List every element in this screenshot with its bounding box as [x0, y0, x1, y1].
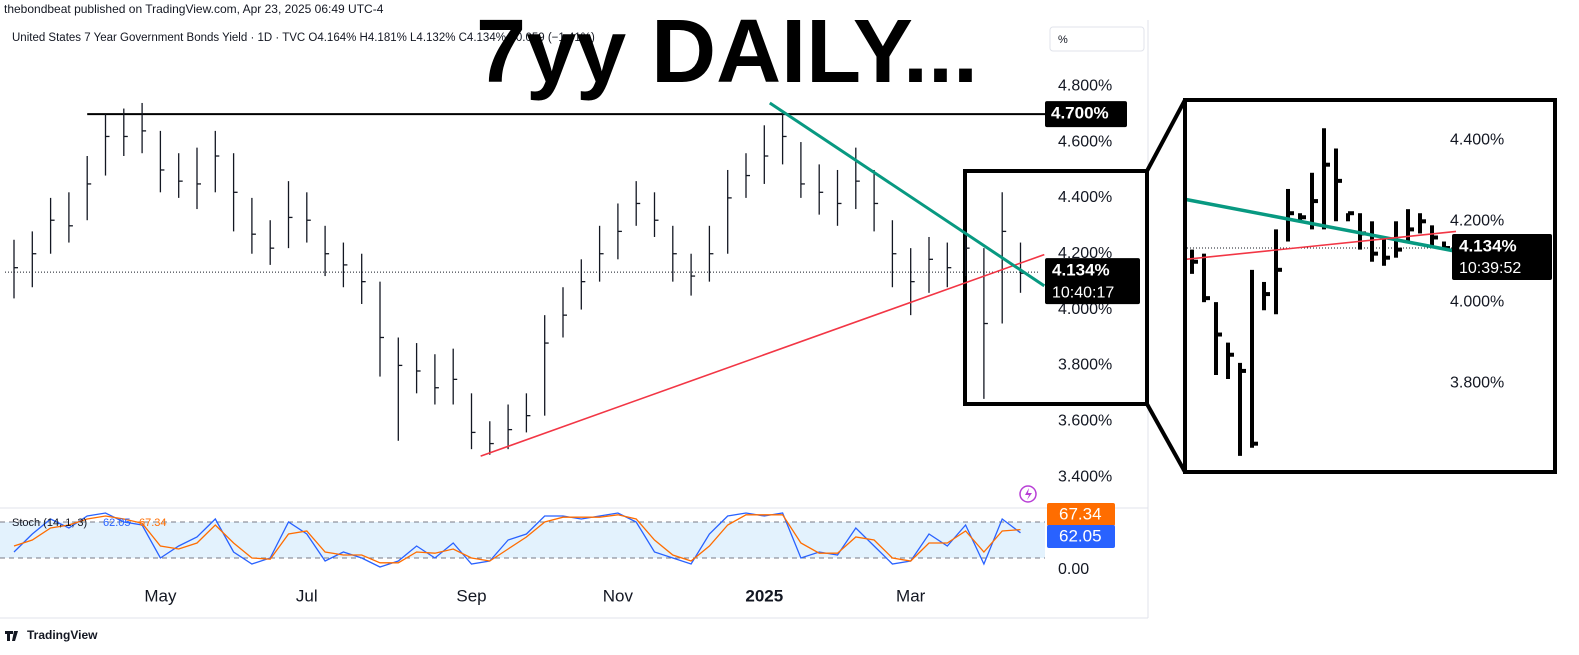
y-tick-label: 4.200% — [1058, 245, 1112, 262]
trend-line — [480, 253, 1045, 457]
last-price-label: 4.134% — [1052, 261, 1110, 280]
zoom-box — [963, 169, 1149, 406]
y-tick-label: 3.800% — [1058, 357, 1112, 374]
trend-line — [1187, 197, 1457, 253]
y-tick-label: 4.000% — [1450, 293, 1504, 310]
x-tick-label: 2025 — [745, 586, 783, 605]
trend-line — [1187, 230, 1457, 261]
indicator-value-box — [1047, 525, 1115, 548]
inset-frame — [1183, 98, 1557, 474]
x-tick-label: May — [144, 586, 177, 605]
scale-button-label[interactable]: % — [1058, 34, 1068, 46]
brand-name: TradingView — [27, 628, 98, 642]
y-tick-label: 3.600% — [1058, 412, 1112, 429]
overlay: 3.400% 3.600% 3.800% 4.000% 4.200% 4.400% 4.60… — [12, 2, 1552, 605]
last-price-box — [1452, 233, 1552, 280]
indicator-value-label: 62.05 — [1059, 526, 1102, 545]
stoch-line — [13, 514, 1021, 564]
last-price-box — [1045, 258, 1140, 305]
alert-icon[interactable] — [1019, 485, 1037, 503]
alert-icon-bolt — [1025, 488, 1032, 500]
hline-label-box — [1045, 101, 1127, 128]
y-tick-label: 4.000% — [1058, 301, 1112, 318]
symbol-line: United States 7 Year Government Bonds Yi… — [12, 32, 595, 44]
scale-button[interactable] — [1049, 26, 1145, 52]
x-tick-label: Mar — [896, 586, 926, 605]
countdown-label: 10:39:52 — [1459, 260, 1521, 277]
indicator-value: 62.05 — [103, 517, 131, 529]
hline-label: 4.700% — [1051, 104, 1109, 123]
x-tick-label: Sep — [456, 586, 486, 605]
y-tick-label: 4.400% — [1450, 132, 1504, 149]
x-tick-label: Nov — [603, 586, 634, 605]
y-tick-label: 3.800% — [1450, 374, 1504, 391]
indicator-title: Stoch (14, 1, 3) — [12, 517, 87, 529]
indicator-value-box — [1047, 503, 1115, 526]
x-tick-label: Jul — [296, 586, 318, 605]
stoch-pane — [0, 512, 1045, 568]
zoom-connector — [1145, 99, 1187, 172]
countdown-label: 10:40:17 — [1052, 284, 1114, 301]
trend-line — [768, 101, 1045, 288]
y-tick-label: 3.400% — [1058, 468, 1112, 485]
chart-title: 7yy DAILY... — [476, 2, 978, 102]
last-price-label: 4.134% — [1459, 236, 1517, 255]
zoom-connector — [1145, 403, 1187, 473]
indicator-value: 67.34 — [139, 517, 167, 529]
brand-logo — [5, 631, 18, 641]
inset-pane — [1187, 128, 1457, 456]
y-tick-label: 4.400% — [1058, 189, 1112, 206]
main-pane — [5, 101, 1045, 457]
indicator-value-label: 67.34 — [1059, 504, 1102, 523]
publisher-line: thebondbeat published on TradingView.com… — [4, 2, 384, 16]
y-tick-label: 4.200% — [1450, 213, 1504, 230]
y-tick-label: 0.00 — [1058, 561, 1089, 578]
y-tick-label: 4.800% — [1058, 77, 1112, 94]
stoch-line — [13, 512, 1021, 568]
y-tick-label: 4.600% — [1058, 133, 1112, 150]
